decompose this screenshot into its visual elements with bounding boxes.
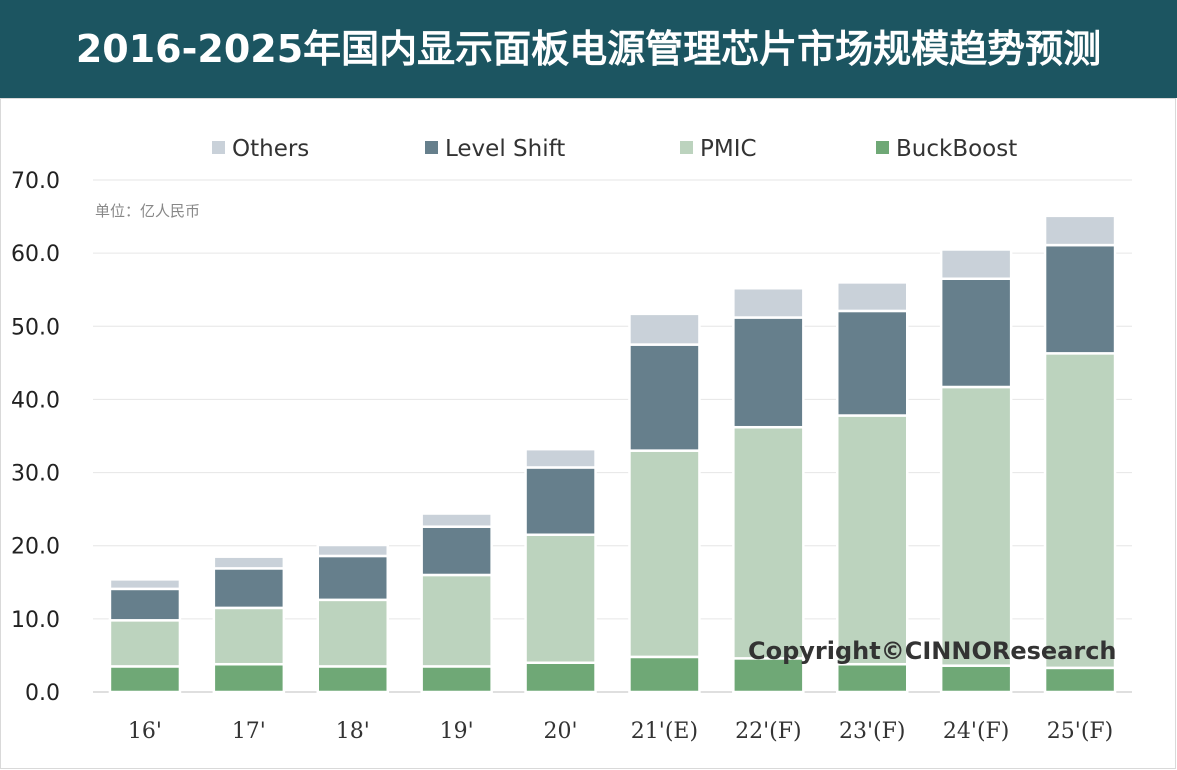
bar-segment-others xyxy=(316,543,389,558)
y-tick-label: 20.0 xyxy=(11,535,60,560)
bar-segment-pmic xyxy=(212,606,286,666)
bar-segment-others xyxy=(108,578,182,591)
y-tick-label: 50.0 xyxy=(11,315,60,340)
bar-segment-pmic xyxy=(1043,352,1117,670)
x-tick-label: 21'(E) xyxy=(631,719,698,744)
y-tick-label: 30.0 xyxy=(11,462,60,487)
legend-swatch xyxy=(212,141,225,154)
bar-segment-pmic xyxy=(732,425,805,660)
legend-label: BuckBoost xyxy=(896,136,1017,162)
bar-segment-buckboost xyxy=(836,662,909,694)
bar-segment-buckboost xyxy=(420,665,493,694)
chart-title: 2016-2025年国内显示面板电源管理芯片市场规模趋势预测 xyxy=(75,27,1102,71)
x-tick-label: 16' xyxy=(128,719,162,744)
bar-segment-others xyxy=(212,555,286,570)
bar-segment-level-shift xyxy=(836,309,909,417)
y-tick-label: 60.0 xyxy=(11,242,60,267)
bar-segment-others xyxy=(939,248,1013,280)
bar-segment-level-shift xyxy=(212,567,286,610)
bar-segment-buckboost xyxy=(939,664,1013,694)
y-tick-label: 70.0 xyxy=(11,169,60,194)
bar-segment-level-shift xyxy=(732,316,805,429)
legend-label: Others xyxy=(232,136,309,162)
y-tick-label: 40.0 xyxy=(11,388,60,413)
y-tick-label: 0.0 xyxy=(25,681,60,706)
x-tick-label: 22'(F) xyxy=(735,719,801,744)
title-bar: 2016-2025年国内显示面板电源管理芯片市场规模趋势预测 xyxy=(0,0,1177,98)
legend-label: Level Shift xyxy=(445,136,565,162)
legend-label: PMIC xyxy=(700,136,757,162)
bar-segment-pmic xyxy=(420,573,493,668)
bar-segment-buckboost xyxy=(108,665,182,694)
bar-segment-others xyxy=(836,281,909,313)
bar-segment-buckboost xyxy=(212,662,286,694)
bar-segment-level-shift xyxy=(316,554,389,602)
bar-segment-pmic xyxy=(316,598,389,668)
copyright-watermark: Copyright©CINNOResearch xyxy=(748,637,1117,665)
bar-segment-pmic xyxy=(524,533,597,664)
bar-segment-others xyxy=(420,512,493,528)
bar-segment-level-shift xyxy=(628,343,701,452)
bar-segment-level-shift xyxy=(939,277,1013,389)
bar-segment-others xyxy=(524,447,597,469)
bar-segment-others xyxy=(628,312,701,346)
bar-segment-pmic xyxy=(939,385,1013,667)
legend-swatch xyxy=(876,141,889,154)
bar-segment-level-shift xyxy=(1043,243,1117,355)
x-tick-label: 24'(F) xyxy=(943,719,1009,744)
x-tick-label: 23'(F) xyxy=(839,719,905,744)
bar-segment-others xyxy=(1043,214,1117,247)
bar-segment-buckboost xyxy=(628,655,701,694)
legend-swatch xyxy=(680,141,693,154)
bar-segment-buckboost xyxy=(1043,666,1117,694)
x-tick-label: 19' xyxy=(440,719,474,744)
bar-segment-buckboost xyxy=(316,665,389,694)
bar-segment-pmic xyxy=(628,449,701,659)
bar-segment-level-shift xyxy=(524,466,597,536)
unit-label: 单位：亿人民币 xyxy=(95,202,200,220)
x-tick-label: 18' xyxy=(336,719,370,744)
bar-segment-level-shift xyxy=(420,525,493,577)
bar-segment-pmic xyxy=(108,619,182,668)
x-tick-label: 17' xyxy=(232,719,266,744)
bar-segment-others xyxy=(732,287,805,319)
bar-segment-pmic xyxy=(836,414,909,666)
legend-swatch xyxy=(425,141,438,154)
bar-segment-buckboost xyxy=(524,661,597,694)
x-tick-label: 20' xyxy=(544,719,578,744)
x-tick-label: 25'(F) xyxy=(1047,719,1113,744)
chart-border xyxy=(0,98,1176,769)
bar-segment-level-shift xyxy=(108,587,182,622)
y-tick-label: 10.0 xyxy=(11,608,60,633)
